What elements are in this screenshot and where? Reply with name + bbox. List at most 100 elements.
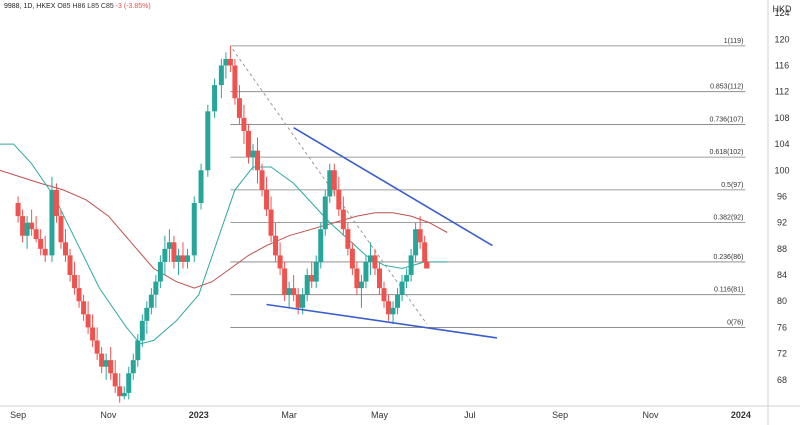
time-tick-label: Sep [10, 410, 26, 420]
price-tick-label: 124 [774, 8, 789, 18]
candle [250, 144, 256, 171]
candle [367, 242, 373, 276]
candle-body [126, 373, 132, 393]
candlesticks [15, 45, 430, 403]
price-tick-label: 84 [777, 270, 787, 280]
candle [322, 189, 328, 236]
candle-body [424, 261, 430, 269]
lower-trend-line [266, 303, 498, 339]
candle-body [117, 386, 123, 397]
price-tick-label: 104 [774, 139, 789, 149]
candle-body [81, 301, 87, 315]
candle-body [286, 288, 292, 295]
candle-body [162, 248, 168, 262]
candle [117, 373, 123, 403]
symbol-info: 9988, 1D, HKEX [4, 3, 56, 10]
candle-body [268, 209, 274, 236]
candle [162, 235, 168, 276]
candle [29, 209, 35, 236]
moving-average-slow-line [0, 169, 448, 289]
candle-body [85, 314, 91, 328]
time-tick-label: Nov [643, 410, 660, 420]
candle [53, 183, 59, 223]
candle [309, 261, 315, 289]
candle [198, 163, 204, 210]
candle [103, 353, 109, 380]
time-tick-label: Sep [552, 410, 568, 420]
candle-body [404, 275, 410, 282]
fibonacci-levels [230, 45, 746, 328]
candle-body [282, 268, 288, 295]
price-tick-label: 112 [775, 87, 789, 97]
fibonacci-labels: 1(119) 0.853(112) 0.736(107) 0.618(102) 0.5(… [710, 38, 744, 327]
candle-body [399, 281, 405, 295]
candle [304, 268, 310, 302]
trend-lines[interactable] [266, 127, 498, 339]
candle [76, 275, 82, 308]
candle [318, 222, 324, 269]
candle [259, 163, 265, 197]
candle [286, 281, 292, 308]
price-tick-label: 72 [777, 349, 787, 359]
candle-body [304, 275, 310, 295]
candle-body [99, 353, 105, 367]
time-tick-label: Nov [100, 410, 117, 420]
candle-body [354, 268, 360, 289]
time-tick-label: Jul [464, 410, 476, 420]
candle-body [277, 255, 283, 269]
price-tick-label: 76 [777, 322, 787, 332]
candle [205, 104, 211, 177]
candle [94, 327, 100, 361]
price-tick-label: 108 [774, 113, 789, 123]
candle [42, 235, 48, 262]
candle [236, 85, 242, 125]
candle [395, 288, 401, 315]
candle-body [90, 327, 96, 341]
candle [376, 261, 382, 295]
candle [33, 216, 39, 243]
candle [381, 281, 387, 308]
candle [277, 242, 283, 276]
candle-body [372, 255, 378, 269]
fib-level-label-0.382: 0.382(92) [713, 215, 743, 222]
candle [15, 196, 21, 223]
candle-body [20, 216, 26, 236]
candle [49, 176, 55, 262]
candle [126, 366, 132, 400]
candle-body [94, 340, 100, 354]
candle-body [358, 281, 364, 289]
candle-body [191, 203, 197, 256]
candle-body [171, 242, 177, 262]
fib-level-label-0: 0(76) [727, 319, 743, 326]
candle [372, 248, 378, 276]
ohlc-values: O85 H86 L85 C85 [57, 3, 114, 10]
candle [291, 275, 297, 302]
candle-body [24, 222, 30, 236]
candle-body [259, 170, 265, 190]
upper-trend-line [293, 127, 493, 247]
candle [148, 288, 154, 315]
time-tick-label: May [371, 410, 389, 420]
candle-body [76, 288, 82, 302]
candle-body [175, 255, 181, 262]
candle [282, 261, 288, 302]
candle-body [327, 170, 333, 197]
candle [358, 275, 364, 308]
candle-body [232, 65, 238, 99]
candle [363, 255, 369, 289]
time-axis[interactable]: Sep Nov 2023 Mar May Jul Sep Nov 2024 [10, 410, 751, 420]
candle [295, 288, 301, 315]
chart-header: 9988, 1D, HKEX O85 H86 L85 C85 -3 (-3.85… [4, 3, 151, 10]
candle-body [395, 294, 401, 308]
candle [313, 255, 319, 289]
candle-body [300, 294, 306, 308]
candle [241, 104, 247, 145]
price-axis[interactable]: 68 72 76 80 84 88 92 96 100 104 108 112 116 120 124 [774, 8, 789, 385]
candle-body [212, 85, 218, 112]
time-tick-label: 2024 [731, 410, 751, 420]
candle [191, 196, 197, 262]
candle [99, 347, 105, 374]
candle-body [184, 255, 190, 262]
candle-body [108, 360, 114, 374]
